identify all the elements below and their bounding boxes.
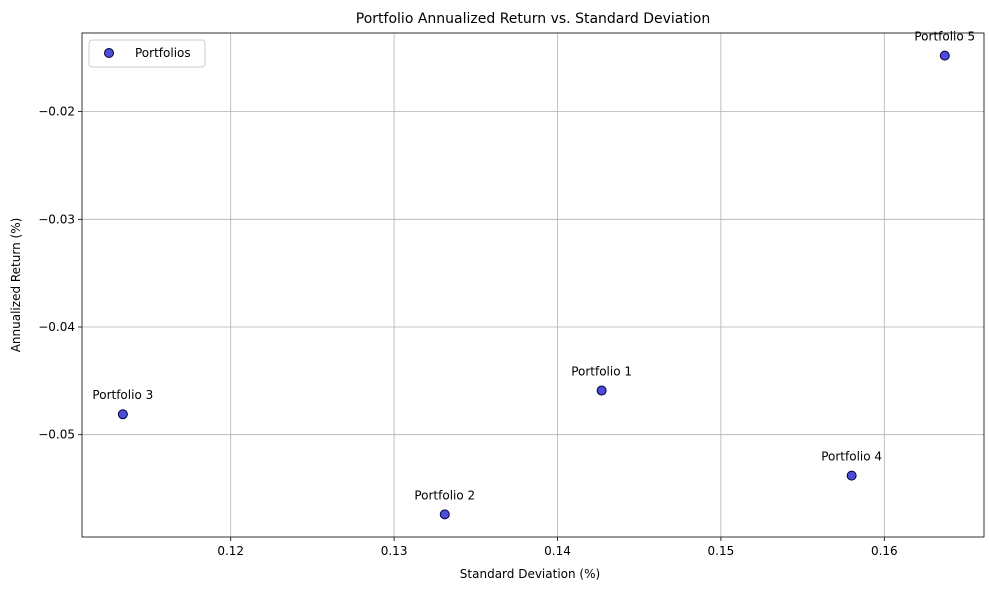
x-tick-label: 0.14 (544, 544, 571, 558)
legend-box (88, 39, 206, 68)
y-tick-label: −0.04 (38, 320, 75, 334)
x-axis-label: Standard Deviation (%) (460, 567, 600, 581)
y-tick-label: −0.03 (38, 212, 75, 226)
y-tick-label: −0.02 (38, 105, 75, 119)
point-label: Portfolio 3 (92, 388, 153, 402)
scatter-point (846, 470, 857, 481)
x-tick-label: 0.12 (217, 544, 244, 558)
chart-title: Portfolio Annualized Return vs. Standard… (356, 11, 710, 27)
y-tick-label: −0.05 (38, 428, 75, 442)
y-axis-label: Annualized Return (%) (9, 218, 23, 353)
point-annotations: Portfolio 1 Portfolio 2 Portfolio 3 Portfol… (92, 30, 975, 503)
x-tick-label: 0.15 (708, 544, 735, 558)
x-tick-label: 0.16 (871, 544, 898, 558)
legend: Portfolios (88, 39, 206, 68)
grid-lines (82, 33, 984, 537)
scatter-point (939, 50, 950, 61)
x-tick-label: 0.13 (381, 544, 408, 558)
point-label: Portfolio 2 (414, 488, 475, 502)
x-axis-ticks: 0.12 0.13 0.14 0.15 0.16 (217, 537, 898, 558)
y-axis-ticks: −0.05 −0.04 −0.03 −0.02 (38, 105, 82, 442)
scatter-point (117, 409, 128, 420)
plot-frame (81, 32, 985, 538)
legend-marker (104, 48, 114, 58)
legend-label: Portfolios (135, 46, 191, 60)
point-label: Portfolio 5 (914, 30, 975, 44)
scatter-points (117, 50, 950, 520)
scatter-point (439, 509, 450, 520)
scatter-point (596, 385, 607, 396)
point-label: Portfolio 4 (821, 450, 882, 464)
point-label: Portfolio 1 (571, 365, 632, 379)
